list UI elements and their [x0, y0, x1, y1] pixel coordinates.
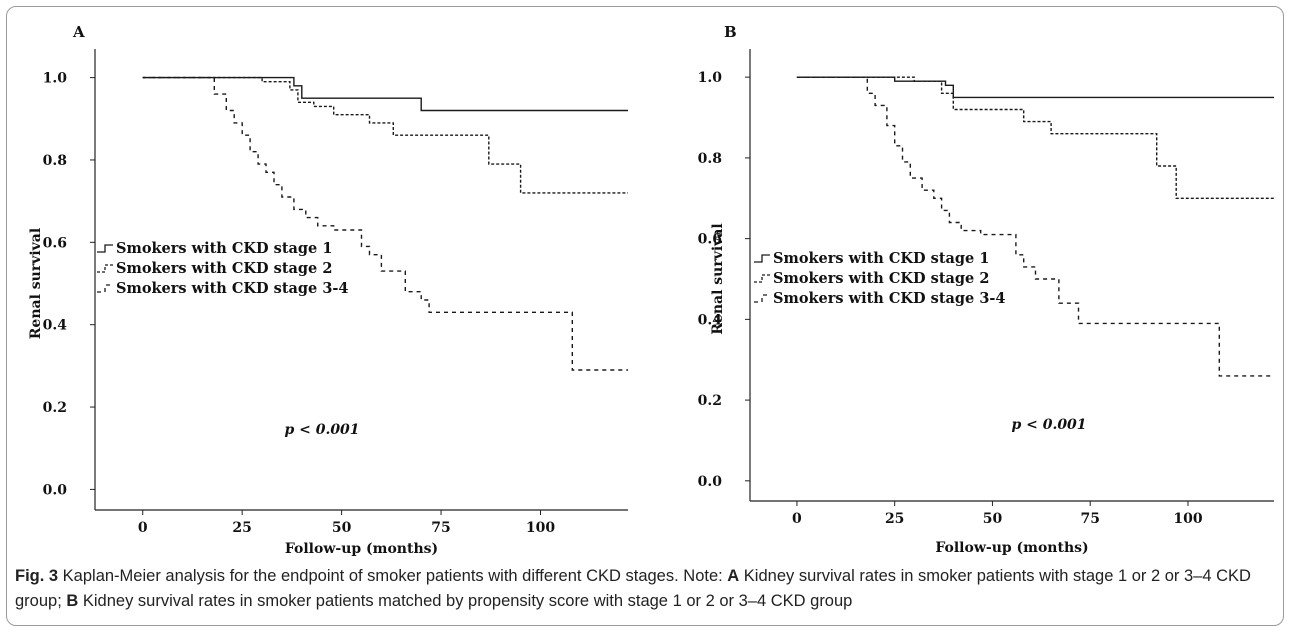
y-tick-label: 0.2	[698, 393, 722, 409]
legend-swatch-2	[754, 274, 770, 283]
series-line-3	[796, 76, 1274, 377]
legend-swatch-2	[97, 264, 113, 273]
y-tick-label: 0.4	[698, 312, 723, 328]
caption-intro: Kaplan-Meier analysis for the endpoint o…	[58, 567, 728, 585]
y-tick-label: 0.4	[43, 318, 68, 334]
caption-a-label: A	[727, 567, 740, 585]
y-tick-label: 0.8	[698, 151, 722, 167]
x-tick-label: 50	[332, 520, 352, 536]
series-line-1	[796, 76, 1274, 99]
x-tick-label: 0	[792, 511, 802, 527]
figure-frame: A 0.0 0.2 0.4 0.6 0.8 1.0 0 25 50 75 100 Follow-up (…	[6, 6, 1284, 626]
legend-label-3: Smokers with CKD stage 3-4	[773, 290, 1006, 307]
x-tick-label: 100	[1173, 511, 1202, 527]
y-tick-label: 0.6	[43, 235, 67, 251]
legend-label-2: Smokers with CKD stage 2	[773, 270, 989, 287]
x-tick-label: 75	[1080, 511, 1099, 527]
x-tick-label: 0	[138, 520, 148, 536]
x-tick-label: 25	[885, 511, 904, 527]
y-tick-label: 0.0	[43, 482, 68, 498]
figure-caption: Fig. 3 Kaplan-Meier analysis for the end…	[15, 564, 1277, 614]
series-line-3	[142, 76, 628, 371]
y-tick-label: 0.6	[698, 232, 722, 248]
legend-label-3: Smokers with CKD stage 3-4	[116, 280, 349, 297]
p-value-annotation: p < 0.001	[284, 422, 359, 438]
legend-label-1: Smokers with CKD stage 1	[773, 250, 989, 267]
caption-b-label: B	[66, 592, 79, 610]
legend-label-2: Smokers with CKD stage 2	[116, 260, 332, 277]
x-tick-label: 50	[983, 511, 1003, 527]
legend-swatch-1	[754, 254, 770, 263]
caption-a-text: Kidney survival rates in smoker patients…	[15, 567, 1251, 610]
x-tick-label: 75	[431, 520, 450, 536]
caption-b-text: Kidney survival rates in smoker patients…	[78, 592, 853, 610]
y-tick-label: 0.8	[43, 153, 67, 169]
panel-label: A	[72, 23, 85, 41]
p-value-annotation: p < 0.001	[1011, 417, 1086, 433]
legend-swatch-3	[97, 284, 113, 293]
series-line-2	[796, 76, 1274, 200]
legend-label-1: Smokers with CKD stage 1	[116, 240, 332, 257]
chart-panel-a: A 0.0 0.2 0.4 0.6 0.8 1.0 0 25 50 75 100 Follow-up (…	[28, 23, 628, 557]
panel-label: B	[724, 23, 737, 41]
x-tick-label: 25	[232, 520, 251, 536]
legend-swatch-1	[97, 244, 113, 253]
y-axis-label: Renal survival	[710, 223, 726, 334]
y-axis-label: Renal survival	[28, 228, 44, 339]
x-tick-label: 100	[526, 520, 555, 536]
y-tick-label: 1.0	[43, 71, 68, 87]
y-tick-label: 0.0	[698, 474, 723, 490]
legend-swatch-3	[754, 294, 770, 303]
series-line-2	[142, 76, 628, 194]
y-tick-label: 1.0	[698, 70, 723, 86]
y-tick-label: 0.2	[43, 400, 67, 416]
chart-panel-b: B 0.0 0.2 0.4 0.6 0.8 1.0 0 25 50 75 100 Follow-up (…	[698, 23, 1274, 556]
series-line-1	[142, 76, 628, 112]
caption-fig-label: Fig. 3	[15, 567, 59, 585]
x-axis-label: Follow-up (months)	[285, 541, 438, 557]
x-axis-label: Follow-up (months)	[935, 540, 1088, 556]
